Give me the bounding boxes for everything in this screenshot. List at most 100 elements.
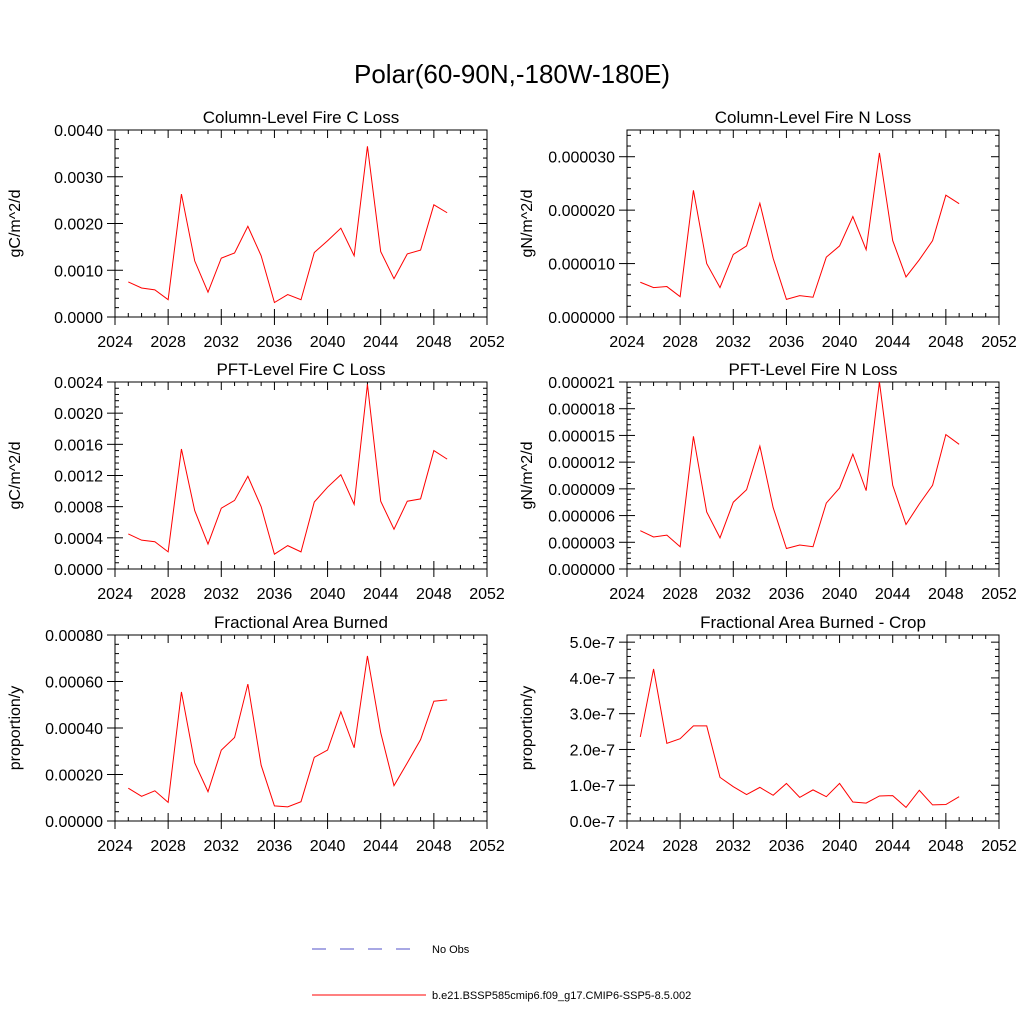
chart-title: Column-Level Fire N Loss xyxy=(715,108,912,127)
x-tick-label: 2040 xyxy=(310,334,346,351)
x-tick-label: 2052 xyxy=(469,838,505,855)
x-tick-label: 2028 xyxy=(150,586,186,603)
x-tick-label: 2024 xyxy=(609,586,645,603)
x-tick-label: 2036 xyxy=(769,838,805,855)
x-tick-label: 2028 xyxy=(662,586,698,603)
x-tick-label: 2032 xyxy=(203,586,239,603)
x-tick-label: 2036 xyxy=(769,334,805,351)
x-tick-label: 2052 xyxy=(981,838,1017,855)
y-tick-label: 0.000009 xyxy=(548,482,615,499)
x-tick-label: 2048 xyxy=(416,586,452,603)
series-line xyxy=(640,152,960,300)
y-tick-label: 0.00000 xyxy=(45,814,103,831)
series-line xyxy=(128,655,448,808)
y-tick-label: 0.0020 xyxy=(54,406,103,423)
x-tick-label: 2040 xyxy=(310,586,346,603)
plot-frame xyxy=(114,634,488,822)
x-tick-label: 2032 xyxy=(715,334,751,351)
y-tick-label: 0.0012 xyxy=(54,469,103,486)
y-tick-label: 0.0040 xyxy=(54,123,103,140)
y-tick-label: 0.000030 xyxy=(548,150,615,167)
x-tick-label: 2044 xyxy=(875,838,911,855)
chart-pft-level-fire-n-loss: PFT-Level Fire N Loss gN/m^2/d 2024 2028 203… xyxy=(519,360,1017,603)
x-tick-label: 2024 xyxy=(97,838,133,855)
y-axis-label: proportion/y xyxy=(7,686,24,771)
series-line xyxy=(639,668,960,809)
y-tick-label: 0.0024 xyxy=(54,375,103,392)
x-tick-label: 2036 xyxy=(257,838,293,855)
plot-frame xyxy=(626,634,1000,822)
x-tick-label: 2048 xyxy=(928,586,964,603)
plot-frame xyxy=(114,129,488,318)
chart-title: PFT-Level Fire C Loss xyxy=(216,360,385,379)
figure-title: Polar(60-90N,-180W-180E) xyxy=(354,59,670,89)
x-tick-label: 2044 xyxy=(363,838,399,855)
x-tick-label: 2032 xyxy=(715,586,751,603)
x-tick-label: 2036 xyxy=(769,586,805,603)
y-tick-label: 0.000006 xyxy=(548,509,615,526)
x-tick-label: 2044 xyxy=(875,334,911,351)
y-tick-label: 0.0030 xyxy=(54,170,103,187)
y-tick-label: 0.000010 xyxy=(548,257,615,274)
x-tick-label: 2028 xyxy=(150,334,186,351)
y-tick-label: 0.0000 xyxy=(54,310,103,327)
x-tick-label: 2044 xyxy=(363,334,399,351)
y-axis-label: proportion/y xyxy=(519,686,536,771)
y-axis-label: gN/m^2/d xyxy=(519,190,536,258)
y-axis-label: gN/m^2/d xyxy=(519,442,536,510)
legend: No Obs b.e21.BSSP585cmip6.f09_g17.CMIP6-… xyxy=(312,944,691,1002)
legend-series-label: b.e21.BSSP585cmip6.f09_g17.CMIP6-SSP5-8.… xyxy=(432,990,691,1002)
x-tick-label: 2032 xyxy=(203,334,239,351)
chart-column-level-fire-n-loss: Column-Level Fire N Loss gN/m^2/d 2024 2028… xyxy=(519,108,1017,351)
y-tick-label: 0.000003 xyxy=(548,535,615,552)
x-tick-label: 2052 xyxy=(981,586,1017,603)
y-tick-label: 3.0e-7 xyxy=(570,707,615,724)
x-tick-label: 2024 xyxy=(609,334,645,351)
chart-fractional-area-burned: Fractional Area Burned proportion/y 2024 20… xyxy=(7,613,505,855)
x-tick-label: 2024 xyxy=(97,334,133,351)
chart-fractional-area-burned-crop: Fractional Area Burned - Crop proportion/… xyxy=(519,613,1017,855)
x-tick-label: 2028 xyxy=(662,838,698,855)
y-tick-label: 4.0e-7 xyxy=(570,671,615,688)
y-axis-label: gC/m^2/d xyxy=(7,442,24,510)
y-tick-label: 0.0008 xyxy=(54,500,103,517)
x-tick-label: 2028 xyxy=(662,334,698,351)
plot-frame xyxy=(114,381,488,570)
series-line xyxy=(128,146,448,304)
x-tick-label: 2052 xyxy=(981,334,1017,351)
x-tick-label: 2040 xyxy=(822,838,858,855)
y-tick-label: 5.0e-7 xyxy=(570,635,615,652)
x-tick-label: 2052 xyxy=(469,586,505,603)
x-tick-label: 2032 xyxy=(715,838,751,855)
x-tick-label: 2040 xyxy=(822,334,858,351)
x-tick-label: 2024 xyxy=(97,586,133,603)
y-tick-label: 0.00060 xyxy=(45,675,103,692)
y-axis-label: gC/m^2/d xyxy=(7,190,24,258)
chart-title: Fractional Area Burned xyxy=(214,613,388,632)
y-tick-label: 0.000012 xyxy=(548,455,615,472)
legend-no-obs-label: No Obs xyxy=(432,944,470,956)
y-tick-label: 0.000000 xyxy=(548,562,615,579)
x-tick-label: 2028 xyxy=(150,838,186,855)
y-tick-label: 0.000021 xyxy=(548,375,615,392)
y-tick-label: 0.00040 xyxy=(45,721,103,738)
y-tick-label: 2.0e-7 xyxy=(570,742,615,759)
chart-title: Fractional Area Burned - Crop xyxy=(700,613,926,632)
plot-frame xyxy=(626,129,1000,318)
y-tick-label: 0.0000 xyxy=(54,562,103,579)
y-tick-label: 0.00080 xyxy=(45,628,103,645)
y-tick-label: 0.0010 xyxy=(54,263,103,280)
chart-panels: Column-Level Fire C Loss gC/m^2/d 2024 2028… xyxy=(7,108,1017,855)
chart-title: PFT-Level Fire N Loss xyxy=(728,360,897,379)
series-line xyxy=(128,384,448,555)
y-tick-label: 0.0020 xyxy=(54,217,103,234)
x-tick-label: 2040 xyxy=(310,838,346,855)
y-tick-label: 0.000000 xyxy=(548,310,615,327)
y-tick-label: 0.000020 xyxy=(548,203,615,220)
x-tick-label: 2048 xyxy=(928,838,964,855)
x-tick-label: 2048 xyxy=(416,334,452,351)
x-tick-label: 2048 xyxy=(416,838,452,855)
y-tick-label: 1.0e-7 xyxy=(570,778,615,795)
x-tick-label: 2040 xyxy=(822,586,858,603)
